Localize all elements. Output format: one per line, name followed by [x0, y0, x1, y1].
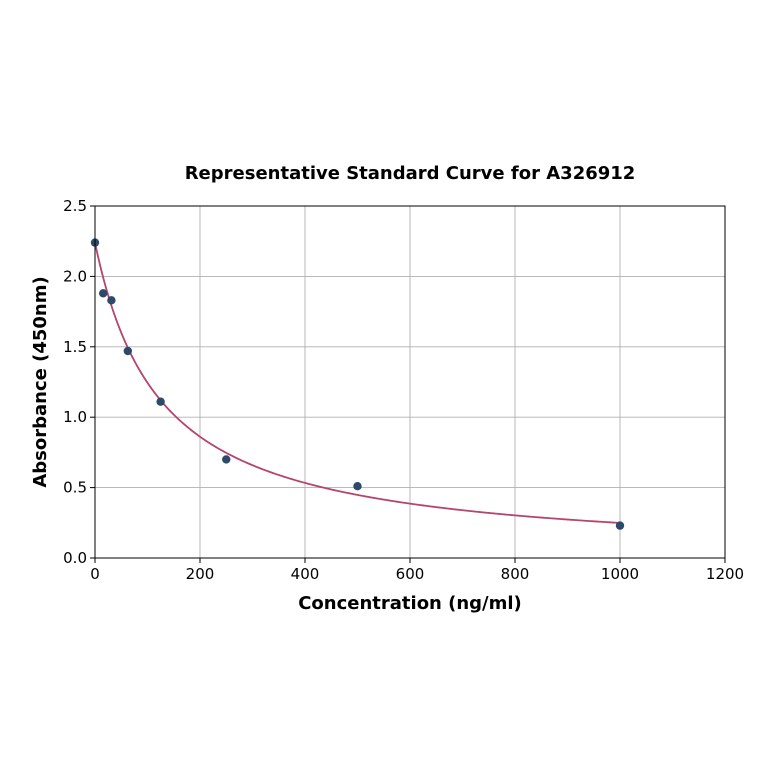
x-axis-ticks: 0 200 400 600 800 1000 1200	[90, 558, 744, 583]
x-axis-label: Concentration (ng/ml)	[298, 593, 522, 614]
data-points	[90, 238, 625, 530]
x-tick-label: 400	[291, 565, 320, 583]
data-point	[615, 521, 625, 530]
x-tick-label: 1000	[601, 565, 639, 583]
x-tick-label: 1200	[706, 565, 744, 583]
y-tick-label: 1.0	[63, 408, 87, 426]
plot-frame	[94, 205, 726, 559]
y-axis-label: Absorbance (450nm)	[30, 276, 51, 487]
data-point	[98, 289, 108, 298]
x-tick-label: 600	[396, 565, 425, 583]
data-point	[107, 296, 116, 305]
y-tick-label: 0.0	[63, 549, 87, 567]
chart-title: Representative Standard Curve for A32691…	[185, 163, 636, 184]
x-tick-label: 800	[501, 565, 530, 583]
y-axis-ticks: 0.0 0.5 1.0 1.5 2.0 2.5	[63, 197, 95, 567]
y-tick-label: 1.5	[63, 338, 87, 356]
data-point	[222, 455, 231, 464]
data-point	[156, 397, 165, 406]
fit-curve	[94, 242, 621, 524]
data-point	[353, 481, 362, 491]
y-tick-label: 0.5	[63, 479, 87, 497]
y-tick-label: 2.0	[63, 267, 87, 285]
grid	[94, 205, 726, 559]
y-tick-label: 2.5	[63, 197, 87, 215]
x-tick-label: 200	[186, 565, 215, 583]
data-point	[123, 346, 133, 356]
x-tick-label: 0	[90, 565, 100, 583]
